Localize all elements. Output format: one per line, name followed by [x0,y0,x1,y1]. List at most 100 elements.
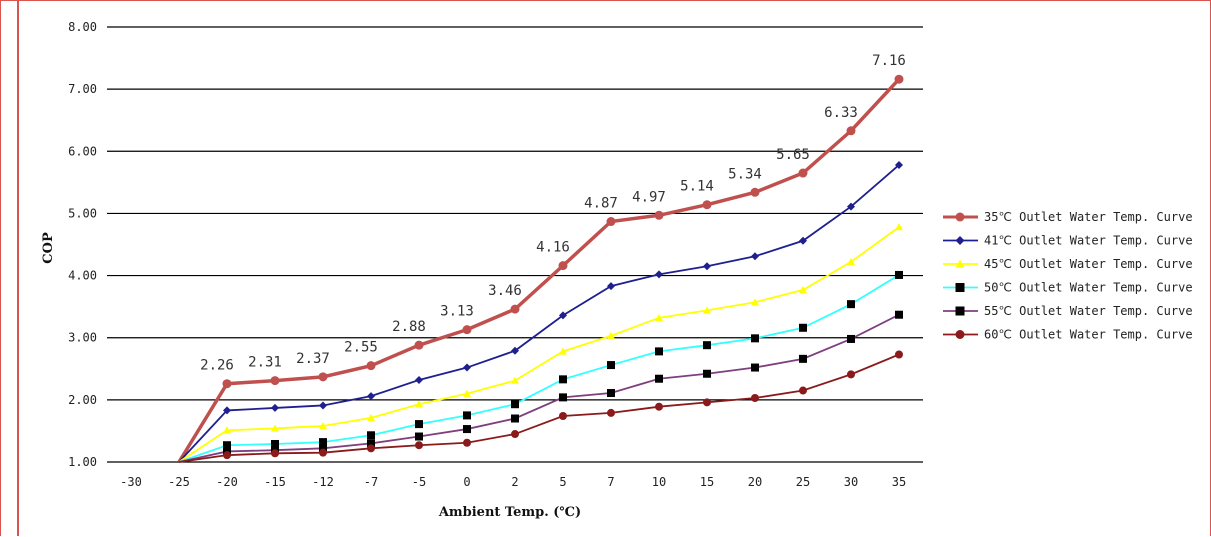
data-point [847,370,855,379]
data-point [367,413,375,422]
data-point [463,411,471,420]
data-point [319,438,327,447]
data-point [271,449,279,458]
data-label: 2.26 [200,358,234,374]
x-tick-label: 20 [748,475,762,489]
data-point [751,393,759,402]
data-point [655,374,663,383]
data-label: 3.46 [488,283,522,299]
data-point [607,408,615,417]
y-tick-label: 7.00 [68,82,97,96]
data-point [319,421,327,430]
x-axis-tick-labels: -30 -25 -20 -15 -12 -7 -5 0 2 5 7 10 15 20 25 30 35 [120,475,906,489]
data-point [847,300,855,309]
data-point [511,400,519,409]
data-point [223,451,231,460]
gridlines [107,26,923,463]
y-tick-label: 3.00 [68,331,97,345]
legend-label: 35℃ Outlet Water Temp. Curve [984,210,1193,224]
data-point [559,375,567,384]
data-point [223,406,231,415]
data-point [655,313,663,322]
data-label: 4.97 [632,189,666,205]
data-point [511,376,519,384]
data-point [955,259,965,268]
legend-label: 50℃ Outlet Water Temp. Curve [984,281,1193,295]
data-point [654,210,664,220]
data-point [703,306,711,314]
data-point [415,441,423,450]
x-tick-label: 2 [511,475,518,489]
data-label: 2.88 [392,319,426,335]
data-point [415,420,423,429]
data-point [895,223,903,231]
data-point [367,392,375,401]
legend: 35℃ Outlet Water Temp. Curve 41℃ Outlet W… [943,210,1193,342]
x-tick-label: 30 [844,475,858,489]
series-6 [178,350,903,463]
data-point [895,160,903,169]
data-point [895,310,903,319]
x-tick-label: -20 [216,475,238,489]
legend-item: 35℃ Outlet Water Temp. Curve [943,210,1193,224]
x-tick-label: 7 [607,475,614,489]
x-axis-title: Ambient Temp. (℃) [438,505,581,520]
data-point [463,389,471,397]
data-point [319,444,327,453]
x-tick-label: -25 [168,475,190,489]
data-point [462,325,472,335]
data-point [799,386,807,395]
data-point [463,438,471,447]
data-point [319,448,327,457]
data-point [799,323,807,332]
series-5 [178,310,903,463]
data-point [559,311,567,320]
legend-label: 60℃ Outlet Water Temp. Curve [984,328,1193,342]
x-tick-label: -30 [120,475,142,489]
data-point [558,261,568,271]
data-point [751,252,759,261]
data-point [750,187,760,197]
series-line [178,164,900,463]
legend-item: 50℃ Outlet Water Temp. Curve [943,281,1193,295]
data-point [799,354,807,363]
data-point [319,401,327,410]
data-point [702,200,712,210]
data-point [367,439,375,448]
data-point [846,126,856,136]
data-label: 2.37 [296,351,330,367]
data-point [414,340,424,350]
legend-label: 45℃ Outlet Water Temp. Curve [984,257,1193,271]
y-axis-tick-labels: 1.00 2.00 3.00 4.00 5.00 6.00 7.00 8.00 [68,20,97,469]
y-tick-label: 8.00 [68,20,97,34]
series-line [178,313,900,463]
data-point [955,330,965,339]
data-point [270,376,280,386]
series-2 [178,160,903,463]
data-point [895,270,903,279]
data-label: 4.16 [536,240,570,256]
data-label: 3.13 [440,304,474,320]
data-point [415,432,423,441]
data-point [798,168,808,178]
data-point [463,425,471,434]
x-tick-label: 15 [700,475,714,489]
data-point [559,347,567,355]
data-label: 5.34 [728,166,762,182]
data-point [655,402,663,411]
x-tick-label: 5 [559,475,566,489]
y-tick-label: 4.00 [68,269,97,283]
legend-label: 41℃ Outlet Water Temp. Curve [984,234,1193,248]
data-point [847,334,855,343]
data-point [894,74,904,84]
data-point [511,414,519,423]
data-point [223,441,231,450]
data-point [607,389,615,398]
data-point [222,379,232,389]
x-tick-label: 10 [652,475,666,489]
data-point [799,285,807,294]
data-point [223,426,231,434]
series-1 [177,74,904,463]
data-point [510,304,520,314]
data-point [751,363,759,372]
